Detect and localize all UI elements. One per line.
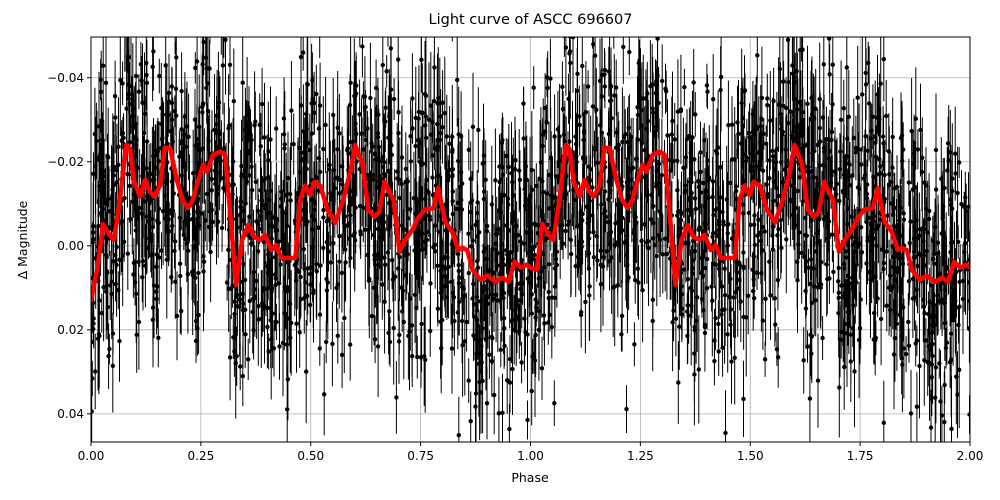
x-tick-label: 0.00	[78, 449, 105, 463]
y-tick-label: 0.02	[57, 323, 84, 337]
y-axis: −0.04 −0.02 0.00 0.02 0.04	[47, 71, 91, 421]
model-curve	[91, 142, 970, 303]
y-axis-label: Δ Magnitude	[15, 200, 30, 279]
x-axis-label: Phase	[511, 470, 549, 485]
y-tick-label: 0.00	[57, 239, 84, 253]
x-tick-label: 2.00	[957, 449, 984, 463]
x-tick-label: 0.25	[188, 449, 215, 463]
chart-title: Light curve of ASCC 696607	[428, 12, 633, 28]
y-tick-label: −0.02	[47, 155, 84, 169]
x-tick-label: 1.50	[737, 449, 764, 463]
y-tick-label: 0.04	[57, 407, 84, 421]
x-tick-label: 0.50	[297, 449, 324, 463]
x-tick-label: 1.75	[847, 449, 874, 463]
x-tick-label: 1.00	[517, 449, 544, 463]
x-tick-label: 0.75	[407, 449, 434, 463]
x-axis: 0.00 0.25 0.50 0.75 1.00 1.25 1.50 1.75 2.00	[78, 442, 984, 463]
y-tick-label: −0.04	[47, 71, 84, 85]
x-tick-label: 1.25	[627, 449, 654, 463]
